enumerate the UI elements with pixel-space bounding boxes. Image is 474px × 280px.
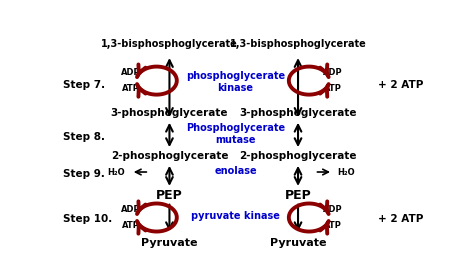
Text: ATP: ATP <box>122 221 140 230</box>
Text: Phosphoglycerate
mutase: Phosphoglycerate mutase <box>186 123 285 145</box>
Text: H₂O: H₂O <box>337 167 355 176</box>
Text: Step 8.: Step 8. <box>63 132 105 142</box>
Text: 1,3-bisphosphoglycerate: 1,3-bisphosphoglycerate <box>229 39 366 49</box>
Text: Step 9.: Step 9. <box>63 169 105 179</box>
Text: ADP: ADP <box>323 68 343 77</box>
Text: 2-phosphoglycerate: 2-phosphoglycerate <box>239 151 357 162</box>
Text: ATP: ATP <box>324 84 342 93</box>
Text: H₂O: H₂O <box>108 167 125 176</box>
Text: ATP: ATP <box>324 221 342 230</box>
Text: phosphoglycerate
kinase: phosphoglycerate kinase <box>186 71 285 93</box>
Text: Step 10.: Step 10. <box>63 214 112 224</box>
Text: + 2 ATP: + 2 ATP <box>378 214 423 224</box>
Text: ADP: ADP <box>121 205 141 214</box>
Text: pyruvate kinase: pyruvate kinase <box>191 211 280 221</box>
Text: ADP: ADP <box>121 68 141 77</box>
Text: Step 7.: Step 7. <box>63 80 105 90</box>
Text: 3-phosphoglycerate: 3-phosphoglycerate <box>239 108 357 118</box>
Text: ADP: ADP <box>323 205 343 214</box>
Text: ATP: ATP <box>122 84 140 93</box>
Text: 3-phosphoglycerate: 3-phosphoglycerate <box>111 108 228 118</box>
Text: enolase: enolase <box>214 165 257 176</box>
Text: PEP: PEP <box>156 189 183 202</box>
Text: Pyruvate: Pyruvate <box>141 238 198 248</box>
Text: Pyruvate: Pyruvate <box>270 238 326 248</box>
Text: PEP: PEP <box>285 189 311 202</box>
Text: + 2 ATP: + 2 ATP <box>378 80 423 90</box>
Text: 1,3-bisphosphoglycerate: 1,3-bisphosphoglycerate <box>101 39 238 49</box>
Text: 2-phosphoglycerate: 2-phosphoglycerate <box>111 151 228 162</box>
